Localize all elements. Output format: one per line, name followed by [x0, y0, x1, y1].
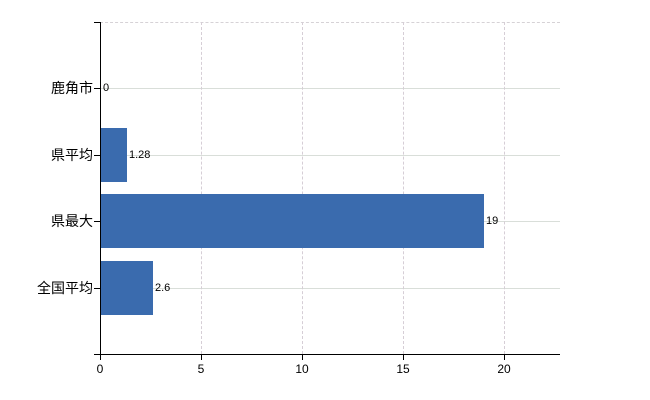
y-axis-tick [94, 155, 100, 156]
x-axis-tick [403, 354, 404, 360]
gridline-horizontal [100, 155, 560, 156]
x-axis-tick-label: 10 [295, 362, 309, 376]
gridline-horizontal [100, 88, 560, 89]
gridline-vertical [403, 22, 404, 354]
x-axis-tick-label: 5 [197, 362, 205, 376]
bar-1 [101, 128, 127, 182]
x-axis-tick-label: 0 [96, 362, 104, 376]
category-label: 全国平均 [37, 280, 93, 296]
bar-2 [101, 194, 484, 248]
x-axis-tick-label: 15 [396, 362, 410, 376]
gridline-vertical [504, 22, 505, 354]
gridline-vertical [302, 22, 303, 354]
bar-3 [101, 261, 153, 315]
x-axis-tick-label: 20 [497, 362, 511, 376]
x-axis-tick [201, 354, 202, 360]
category-label: 鹿角市 [51, 80, 93, 96]
plot-top-border [100, 22, 560, 23]
y-axis-tick [94, 288, 100, 289]
bar-value-label: 1.28 [129, 149, 151, 161]
bar-value-label: 2.6 [155, 282, 171, 294]
bar-value-label: 0 [103, 82, 110, 94]
plot-area [100, 22, 560, 354]
y-axis-tick [94, 88, 100, 89]
y-axis-tick [94, 221, 100, 222]
gridline-vertical [201, 22, 202, 354]
x-axis-tick [302, 354, 303, 360]
category-label: 県平均 [51, 147, 93, 163]
bar-value-label: 19 [486, 215, 499, 227]
y-axis-tick [94, 22, 100, 23]
y-axis-line [100, 22, 101, 360]
x-axis-line [94, 354, 560, 355]
x-axis-tick [100, 354, 101, 360]
gridline-horizontal [100, 288, 560, 289]
x-axis-tick [504, 354, 505, 360]
category-label: 県最大 [51, 213, 93, 229]
